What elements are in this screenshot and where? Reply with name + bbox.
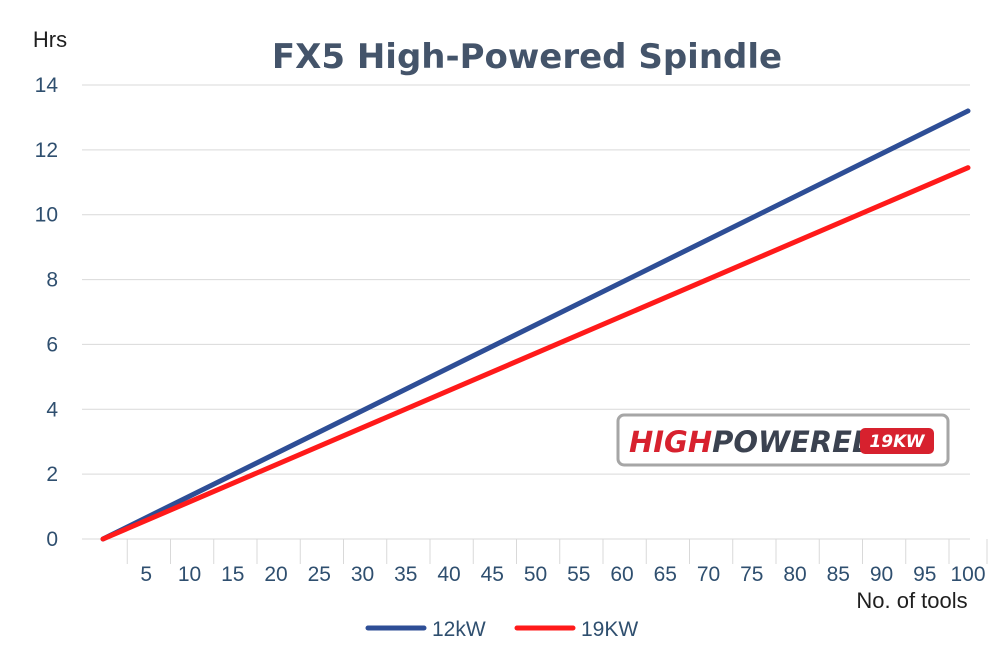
x-tick-label: 90 [870, 563, 893, 586]
y-tick-label: 10 [35, 204, 58, 227]
x-tick-label: 20 [264, 563, 287, 586]
x-tick-label: 40 [437, 563, 460, 586]
x-tick-label: 65 [654, 563, 677, 586]
high-powered-logo: HIGHPOWERED 19KW [616, 413, 950, 467]
x-tick-label: 95 [913, 563, 936, 586]
x-tick-label: 70 [697, 563, 720, 586]
x-tick-label: 35 [394, 563, 417, 586]
legend-label-12kW: 12kW [432, 618, 486, 641]
y-tick-label: 6 [46, 333, 58, 356]
logo-badge [860, 428, 934, 454]
svg-text:HIGHPOWERED: HIGHPOWERED [629, 425, 876, 459]
x-tick-label: 85 [827, 563, 850, 586]
y-tick-label: 8 [46, 269, 58, 292]
x-tick-label: 5 [140, 563, 152, 586]
y-tick-label: 14 [35, 74, 59, 97]
y-tick-label: 4 [46, 398, 58, 421]
x-tick-label: 80 [783, 563, 806, 586]
x-gridlines [126, 539, 988, 564]
series-lines [100, 108, 971, 542]
y-tick-label: 2 [46, 463, 58, 486]
x-tick-label: 75 [740, 563, 763, 586]
x-tick-label: 100 [950, 563, 985, 586]
x-tick-label: 25 [308, 563, 331, 586]
x-tick-label: 50 [524, 563, 547, 586]
x-tick-label: 55 [567, 563, 590, 586]
chart-title: FX5 High-Powered Spindle [272, 37, 782, 77]
y-tick-labels: 0 2 4 6 8 10 12 14 [35, 74, 59, 551]
x-tick-label: 60 [610, 563, 633, 586]
y-axis-label: Hrs [33, 27, 67, 52]
series-line-19KW [100, 165, 971, 542]
legend: 12kW 19KW [365, 618, 638, 641]
y-gridlines [82, 84, 970, 540]
x-tick-label: 45 [481, 563, 504, 586]
y-tick-label: 12 [35, 139, 58, 162]
x-tick-label: 10 [178, 563, 201, 586]
logo-text-powered: POWERED [712, 425, 876, 459]
x-axis-label: No. of tools [856, 588, 967, 613]
x-tick-label: 30 [351, 563, 374, 586]
x-tick-labels: 5 10 15 20 25 30 35 40 45 50 55 60 65 70 75 80 85 90 95 100 [140, 563, 985, 586]
x-tick-label: 15 [221, 563, 244, 586]
series-line-12kW [100, 108, 971, 542]
y-tick-label: 0 [46, 528, 58, 551]
legend-label-19KW: 19KW [581, 618, 638, 641]
logo-badge-text: 19KW [869, 432, 925, 452]
logo-text-high: HIGH [629, 425, 712, 459]
